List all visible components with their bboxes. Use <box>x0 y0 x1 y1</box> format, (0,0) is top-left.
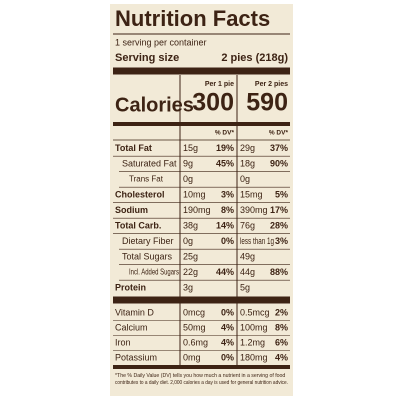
daily-value: 88% <box>270 267 288 277</box>
daily-value: 14% <box>216 220 234 230</box>
amount: 180mg <box>240 352 268 362</box>
amount: 0.5mcg <box>240 307 270 317</box>
amount: 0mg <box>183 352 201 362</box>
calories-value: 590 <box>246 89 288 117</box>
amount: 38g <box>183 220 198 230</box>
nutrient-name: Potassium <box>115 352 157 362</box>
title: Nutrition Facts <box>115 6 270 31</box>
amount: 49g <box>240 251 255 261</box>
nutrient-name: Protein <box>115 282 146 292</box>
amount: 15mg <box>240 189 263 199</box>
nutrient-name: Calcium <box>115 322 148 332</box>
nutrient-name: Vitamin D <box>115 307 154 317</box>
nutrient-name: Iron <box>115 337 131 347</box>
amount: 5g <box>240 282 250 292</box>
daily-value: 4% <box>221 337 234 347</box>
nutrient-name: Total Sugars <box>122 251 173 261</box>
column-header: Per 1 pie <box>205 81 234 88</box>
amount: 9g <box>183 158 193 168</box>
daily-value: 2% <box>275 307 288 317</box>
daily-value: 0% <box>221 236 234 246</box>
daily-value: 17% <box>270 205 288 215</box>
dv-header: % DV* <box>215 130 235 137</box>
daily-value: 4% <box>275 352 288 362</box>
amount: 15g <box>183 143 198 153</box>
calories-value: 300 <box>192 89 234 117</box>
amount: 0g <box>183 174 193 184</box>
daily-value: 45% <box>216 158 234 168</box>
serving-size: 2 pies (218g) <box>221 52 288 64</box>
daily-value: 4% <box>221 322 234 332</box>
daily-value: 0% <box>221 307 234 317</box>
amount: 10mg <box>183 189 206 199</box>
amount: 0g <box>183 236 193 246</box>
calories-label: Calories <box>115 94 194 116</box>
nutrient-name: Incl. Added Sugars <box>129 268 179 277</box>
amount: less than 1g <box>240 236 274 246</box>
servings: 1 serving per container <box>115 37 207 47</box>
amount: 50mg <box>183 322 206 332</box>
daily-value: 3% <box>275 236 288 246</box>
daily-value: 44% <box>216 267 234 277</box>
nutrient-name: Trans Fat <box>129 175 164 184</box>
amount: 44g <box>240 267 255 277</box>
daily-value: 0% <box>221 352 234 362</box>
amount: 390mg <box>240 205 268 215</box>
amount: 1.2mg <box>240 337 265 347</box>
amount: 22g <box>183 267 198 277</box>
dv-header: % DV* <box>269 130 289 137</box>
daily-value: 5% <box>275 189 288 199</box>
amount: 29g <box>240 143 255 153</box>
serving-size-label: Serving size <box>115 52 179 64</box>
daily-value: 28% <box>270 220 288 230</box>
daily-value: 37% <box>270 143 288 153</box>
nutrient-name: Cholesterol <box>115 189 165 199</box>
nutrient-name: Total Carb. <box>115 220 161 230</box>
amount: 0mcg <box>183 307 205 317</box>
footnote: *The % Daily Value (DV) tells you how mu… <box>115 373 288 386</box>
nutrient-name: Total Fat <box>115 143 152 153</box>
daily-value: 90% <box>270 158 288 168</box>
amount: 25g <box>183 251 198 261</box>
amount: 18g <box>240 158 255 168</box>
amount: 76g <box>240 220 255 230</box>
amount: 0g <box>240 174 250 184</box>
daily-value: 8% <box>221 205 234 215</box>
amount: 190mg <box>183 205 211 215</box>
amount: 100mg <box>240 322 268 332</box>
daily-value: 6% <box>275 337 288 347</box>
nutrient-name: Saturated Fat <box>122 158 177 168</box>
daily-value: 8% <box>275 322 288 332</box>
daily-value: 3% <box>221 189 234 199</box>
amount: 0.6mg <box>183 337 208 347</box>
amount: 3g <box>183 282 193 292</box>
column-header: Per 2 pies <box>255 81 288 88</box>
daily-value: 19% <box>216 143 234 153</box>
nutrient-name: Dietary Fiber <box>122 236 174 246</box>
nutrient-name: Sodium <box>115 205 148 215</box>
